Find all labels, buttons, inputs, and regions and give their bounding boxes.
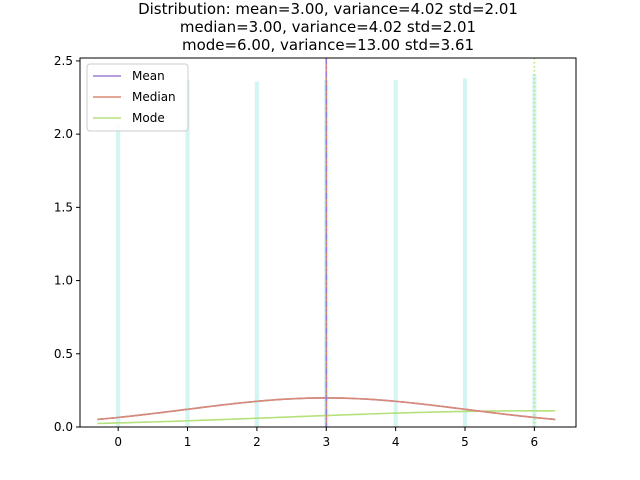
y-tick-label-0: 0.0 <box>54 420 73 434</box>
histogram-bar-1 <box>185 79 190 427</box>
legend: Mean Median Mode <box>86 63 189 132</box>
y-tick-label-4: 2.0 <box>54 127 73 141</box>
legend-box <box>86 63 189 132</box>
legend-label-median: Median <box>132 90 176 104</box>
histogram-bar-4 <box>393 79 398 427</box>
x-tick-label-3: 3 <box>322 435 330 449</box>
title-line-1: Distribution: mean=3.00, variance=4.02 s… <box>138 0 518 18</box>
title-line-3: mode=6.00, variance=13.00 std=3.61 <box>182 36 474 54</box>
x-tick-label-2: 2 <box>253 435 261 449</box>
x-tick-label-4: 4 <box>392 435 400 449</box>
y-tick-label-5: 2.5 <box>54 54 73 68</box>
legend-label-mean: Mean <box>132 69 165 83</box>
x-tick-label-0: 0 <box>114 435 122 449</box>
chart-title: Distribution: mean=3.00, variance=4.02 s… <box>138 0 518 54</box>
y-tick-label-3: 1.5 <box>54 200 73 214</box>
plot-area <box>97 58 556 428</box>
y-tick-label-2: 1.0 <box>54 274 73 288</box>
legend-label-mode: Mode <box>132 111 165 125</box>
x-tick-label-6: 6 <box>531 435 539 449</box>
x-tick-label-1: 1 <box>184 435 192 449</box>
x-tick-label-5: 5 <box>461 435 469 449</box>
title-line-2: median=3.00, variance=4.02 std=2.01 <box>180 18 476 36</box>
histogram-bar-0 <box>116 123 121 428</box>
histogram-bar-2 <box>254 81 259 427</box>
histogram-bar-5 <box>462 78 468 427</box>
axes: 0 1 2 3 4 5 6 0.0 0.5 1.0 1.5 2.0 2.5 <box>54 54 538 449</box>
plot-frame <box>79 57 577 428</box>
y-tick-label-1: 0.5 <box>54 347 73 361</box>
